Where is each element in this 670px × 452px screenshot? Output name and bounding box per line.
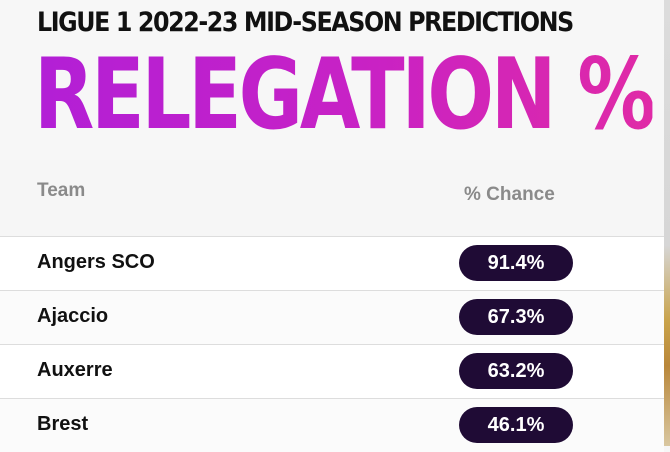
column-header-chance: % Chance — [464, 184, 555, 205]
predictions-table: Angers SCO 91.4% Ajaccio 67.3% Auxerre 6… — [0, 236, 664, 452]
chance-value: 91.4% — [459, 245, 573, 281]
edge-strip — [664, 0, 670, 446]
table-row-auxerre: Auxerre 63.2% — [0, 344, 664, 398]
team-name: Angers SCO — [37, 251, 155, 273]
table-row-ajaccio: Ajaccio 67.3% — [0, 290, 664, 344]
chance-value: 67.3% — [459, 299, 573, 335]
chance-value: 46.1% — [459, 407, 573, 443]
team-name: Ajaccio — [37, 305, 109, 327]
column-header-team: Team — [37, 180, 86, 201]
chart-header: LIGUE 1 2022-23 MID-SEASON PREDICTIONS R… — [0, 0, 664, 160]
chance-value: 63.2% — [459, 353, 573, 389]
team-name: Brest — [37, 413, 89, 435]
chart-title: RELEGATION % — [34, 38, 656, 152]
table-row-brest: Brest 46.1% — [0, 398, 664, 452]
team-name: Auxerre — [37, 359, 113, 381]
chart-subtitle: LIGUE 1 2022-23 MID-SEASON PREDICTIONS — [37, 7, 574, 38]
table-row-angers: Angers SCO 91.4% — [0, 236, 664, 290]
